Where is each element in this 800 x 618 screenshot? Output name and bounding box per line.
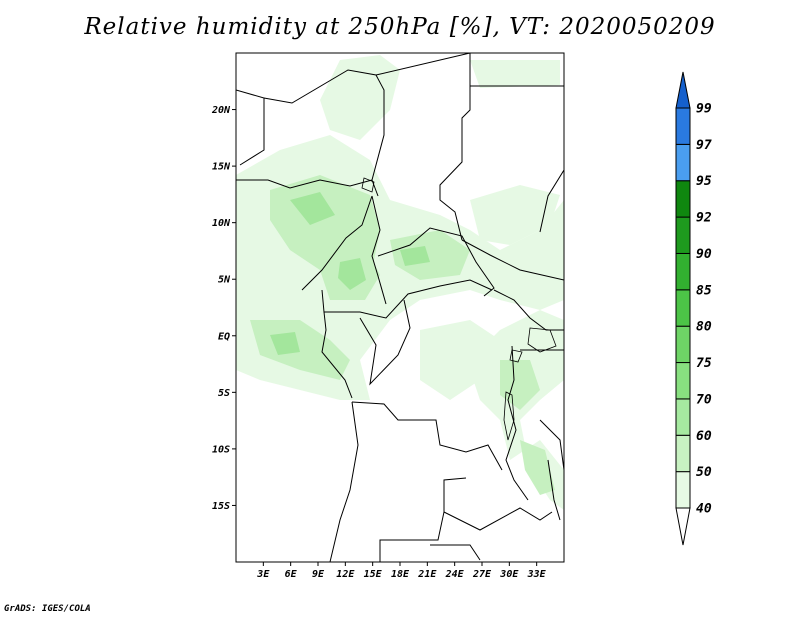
lat-label-0: 20N: [211, 105, 231, 116]
lon-label-4: 15E: [364, 569, 383, 580]
humidity-region-12: [338, 258, 366, 290]
colorbar-label-60: 60: [696, 429, 712, 444]
humidity-region-13: [290, 192, 335, 225]
colorbar-label-92: 92: [696, 211, 712, 226]
humidity-region-4: [420, 320, 500, 400]
colorbar-segment-8: [675, 180, 691, 218]
humidity-region-2: [470, 60, 560, 88]
colorbar-segment-7: [675, 216, 691, 254]
angola-west: [329, 401, 359, 562]
angola-south: [379, 477, 467, 562]
colorbar-label-90: 90: [696, 247, 712, 262]
gabon-border: [321, 311, 353, 399]
lon-label-0: 3E: [256, 569, 270, 580]
lat-label-3: 5N: [218, 275, 231, 286]
lake-tanganyika: [503, 391, 515, 441]
colorbar-label-85: 85: [696, 283, 712, 298]
humidity-region-7: [390, 230, 470, 280]
lat-label-1: 15N: [212, 162, 231, 173]
humidity-region-11: [520, 440, 555, 495]
lon-label-5: 18E: [391, 569, 410, 580]
longitude-axis: 3E 6E 9E 12E 15E 18E 21E 24E 27E 30E 33E: [256, 562, 547, 580]
colorbar-label-97: 97: [696, 138, 712, 153]
cameroon-south: [321, 279, 493, 319]
humidity-region-9: [500, 360, 540, 410]
nigeria-north: [236, 179, 373, 189]
lon-label-7: 24E: [445, 569, 465, 580]
lat-label-6: 10S: [212, 444, 230, 455]
lat-label-5: 5S: [218, 388, 230, 399]
sudan-east-border: [539, 169, 564, 233]
country-borders: [236, 53, 564, 562]
tanzania: [520, 349, 564, 471]
colorbar-label-99: 99: [696, 102, 712, 117]
car-border: [377, 227, 495, 297]
humidity-region-5: [470, 185, 560, 245]
humidity-fill-layer: [236, 55, 564, 510]
colorbar-segment-4: [675, 325, 691, 364]
humidity-region-14: [270, 332, 300, 355]
grads-credit: GrADS: IGES/COLA: [4, 604, 91, 614]
lat-label-2: 10N: [212, 218, 231, 229]
east-rift: [505, 345, 529, 501]
chad-libya-border: [375, 53, 471, 241]
colorbar-lower-arrow: [675, 507, 691, 546]
lon-label-1: 6E: [285, 569, 298, 580]
colorbar-segment-6: [675, 252, 691, 291]
colorbar-segment-0: [675, 471, 691, 509]
lake-edges: [430, 459, 561, 561]
lake-kivu: [509, 349, 523, 363]
lat-label-4: EQ: [218, 331, 230, 342]
lat-label-7: 15S: [212, 501, 230, 512]
colorbar-segment-3: [675, 362, 691, 400]
uganda-kenya: [493, 289, 564, 331]
colorbar-label-70: 70: [696, 392, 712, 407]
latitude-axis: 20N 15N 10N 5N EQ 5S 10S 15S: [211, 105, 236, 512]
zambia-border: [443, 507, 553, 531]
lake-victoria: [527, 327, 557, 353]
sudan-ssudan: [461, 239, 564, 281]
humidity-region-15: [400, 246, 430, 266]
colorbar-label-75: 75: [696, 356, 712, 371]
lon-label-2: 9E: [312, 569, 325, 580]
drc-angola: [351, 401, 503, 471]
lon-label-6: 21E: [417, 569, 437, 580]
humidity-region-1: [320, 55, 400, 140]
lon-label-10: 33E: [527, 569, 547, 580]
colorbar-label-80: 80: [696, 320, 712, 335]
chart-title: Relative humidity at 250hPa [%], VT: 202…: [84, 14, 716, 40]
colorbar-label-40: 40: [696, 502, 712, 517]
colorbar-label-95: 95: [696, 174, 712, 189]
lon-label-3: 12E: [336, 569, 355, 580]
colorbar-segment-5: [675, 289, 691, 327]
colorbar-upper-arrow: [675, 71, 691, 109]
sahara-border: [236, 69, 385, 197]
cameroon-chad: [371, 195, 387, 305]
colorbar-segment-9: [675, 143, 691, 182]
congo-border: [359, 299, 411, 386]
lon-label-8: 27E: [472, 569, 492, 580]
lakes: [361, 177, 557, 441]
colorbar: 40 50 60 70 75 80 85 90 92 95 97 99: [675, 71, 712, 546]
colorbar-segment-2: [675, 398, 691, 436]
cameroon-nigeria: [301, 195, 373, 291]
colorbar-segment-1: [675, 434, 691, 473]
lon-label-9: 30E: [499, 569, 519, 580]
colorbar-label-50: 50: [696, 465, 712, 480]
lake-chad: [361, 177, 375, 193]
colorbar-segment-10: [675, 107, 691, 145]
